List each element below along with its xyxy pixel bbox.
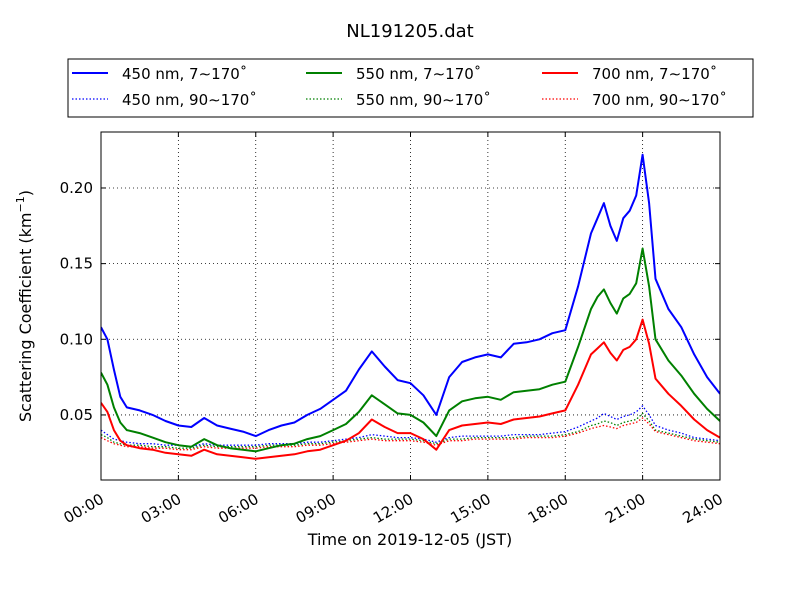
y-tick-label: 0.15 xyxy=(60,255,93,273)
y-tick-label: 0.20 xyxy=(60,179,93,197)
series-line-4 xyxy=(101,412,720,449)
legend-label-0: 450 nm, 7∼170˚ xyxy=(122,65,247,83)
series-line-2 xyxy=(101,318,720,460)
legend-frame xyxy=(67,58,754,118)
y-axis-label: Scattering Coefficient (km−1) xyxy=(14,190,35,422)
y-tick-label: 0.10 xyxy=(60,330,93,348)
y-axis-label-main: Scattering Coefficient (km xyxy=(16,212,35,422)
series-line-0 xyxy=(101,153,720,438)
legend-label-5: 700 nm, 90∼170˚ xyxy=(592,91,727,109)
legend-label-2: 700 nm, 7∼170˚ xyxy=(592,65,717,83)
y-tick-label: 0.05 xyxy=(60,406,93,424)
y-axis-label-close: ) xyxy=(16,190,35,196)
x-axis-label: Time on 2019-12-05 (JST) xyxy=(307,530,512,549)
series-line-1 xyxy=(101,247,720,453)
y-axis-label-sup: −1 xyxy=(14,196,27,212)
legend: 450 nm, 7∼170˚ 550 nm, 7∼170˚ 700 nm, 7∼17… xyxy=(67,58,754,118)
legend-label-4: 550 nm, 90∼170˚ xyxy=(356,91,491,109)
legend-label-1: 550 nm, 7∼170˚ xyxy=(356,65,481,83)
chart-title: NL191205.dat xyxy=(346,21,473,42)
series-layer xyxy=(101,153,720,460)
legend-label-3: 450 nm, 90∼170˚ xyxy=(122,91,257,109)
